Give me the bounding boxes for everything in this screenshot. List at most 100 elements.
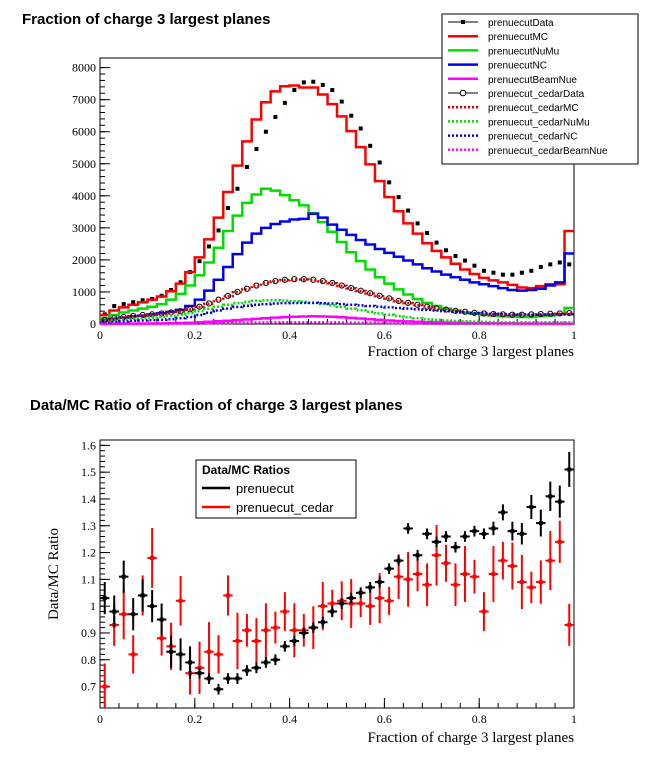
top-data-point-prenuecut_cedarData (281, 276, 288, 283)
bottom-marker-prenuecut (444, 534, 449, 539)
top-legend-label-prenuecut_cedarNC: prenuecut_cedarNC (488, 132, 578, 143)
bottom-marker-prenuecut (349, 596, 354, 601)
bottom-point-prenuecut (517, 523, 527, 545)
bottom-marker-prenuecut (548, 494, 553, 499)
bottom-marker-prenuecut (216, 687, 221, 692)
top-data-point-prenuecutData (481, 268, 486, 273)
bottom-point-prenuecut (469, 525, 480, 537)
top-data-point-prenuecutData (453, 254, 458, 259)
bottom-marker-prenuecut_cedar (567, 622, 572, 627)
bottom-point-prenuecut (289, 635, 300, 647)
bottom-x-tick-label-5: 1 (571, 712, 577, 726)
bottom-marker-prenuecut_cedar (273, 625, 278, 630)
bottom-point-prenuecut (137, 579, 148, 612)
bottom-point-prenuecut_cedar (469, 559, 480, 594)
bottom-point-prenuecut (223, 673, 233, 684)
bottom-marker-prenuecut (396, 558, 401, 563)
bottom-point-prenuecut_cedar (517, 555, 527, 610)
bottom-marker-prenuecut (112, 609, 117, 614)
bottom-marker-prenuecut (225, 676, 230, 681)
bottom-marker-prenuecut_cedar (557, 539, 562, 544)
bottom-marker-prenuecut (377, 580, 382, 585)
bottom-marker-prenuecut (434, 539, 439, 544)
top-series-line-prenuecut_cedarNuMu (100, 299, 574, 324)
bottom-point-prenuecut_cedar (412, 556, 423, 592)
bottom-marker-prenuecut (557, 499, 562, 504)
bottom-marker-prenuecut_cedar (102, 684, 107, 689)
bottom-marker-prenuecut_cedar (491, 572, 496, 576)
bottom-marker-prenuecut (159, 617, 164, 622)
bottom-point-prenuecut_cedar (384, 586, 394, 615)
top-y-tick-label-3: 3000 (72, 221, 96, 235)
bottom-marker-prenuecut (462, 534, 467, 539)
bottom-marker-prenuecut_cedar (330, 601, 335, 606)
bottom-y-tick-label-9: 1.6 (81, 438, 96, 452)
bottom-marker-prenuecut (169, 649, 174, 654)
bottom-point-prenuecut (365, 582, 375, 593)
bottom-marker-prenuecut_cedar (159, 636, 164, 641)
top-data-point-prenuecutData (244, 164, 249, 169)
bottom-marker-prenuecut_cedar (529, 585, 534, 590)
bottom-marker-prenuecut_cedar (500, 558, 505, 563)
top-legend-label-prenuecut_cedarData: prenuecut_cedarData (488, 89, 585, 100)
bottom-point-prenuecut_cedar (422, 563, 432, 607)
top-data-point-prenuecut_cedarData (405, 299, 412, 306)
bottom-point-prenuecut_cedar (213, 635, 224, 674)
bottom-marker-prenuecut_cedar (131, 652, 136, 657)
bottom-point-prenuecut (156, 603, 167, 636)
bottom-point-prenuecut (128, 598, 138, 631)
top-data-point-prenuecutData (500, 272, 505, 277)
top-data-point-prenuecutData (510, 272, 515, 277)
top-y-tick-label-8: 8000 (72, 61, 96, 75)
bottom-marker-prenuecut (292, 639, 297, 643)
bottom-point-prenuecut_cedar (289, 603, 300, 658)
top-plot-frame (99, 57, 575, 325)
bottom-chart-title: Data/MC Ratio of Fraction of charge 3 la… (30, 397, 403, 414)
top-data-point-prenuecut_cedarData (367, 290, 374, 297)
bottom-point-prenuecut (204, 673, 214, 684)
top-data-point-prenuecutData (121, 302, 126, 307)
bottom-point-prenuecut_cedar (479, 592, 489, 631)
bottom-marker-prenuecut (339, 601, 344, 606)
top-x-tick-label-4: 0.8 (472, 328, 487, 342)
top-data-point-prenuecutData (235, 186, 240, 191)
top-data-point-prenuecut_cedarData (329, 279, 336, 287)
bottom-point-prenuecut_cedar (242, 613, 252, 647)
bottom-point-prenuecut (166, 635, 176, 668)
bottom-point-prenuecut (175, 638, 186, 671)
top-data-point-prenuecutData (339, 99, 344, 104)
top-data-point-prenuecutData (548, 262, 553, 267)
bottom-point-prenuecut (194, 667, 205, 679)
top-data-point-prenuecutData (529, 268, 534, 273)
bottom-point-prenuecut (536, 509, 546, 537)
bottom-marker-prenuecut_cedar (216, 652, 221, 657)
top-data-point-prenuecutData (462, 258, 467, 263)
bottom-y-axis-label: Data/MC Ratio (46, 528, 62, 620)
bottom-point-prenuecut_cedar (223, 575, 233, 616)
bottom-marker-prenuecut_cedar (444, 561, 449, 566)
top-data-point-prenuecutData (415, 221, 420, 226)
bottom-marker-prenuecut_cedar (538, 580, 543, 585)
top-x-tick-label-2: 0.4 (282, 328, 297, 342)
bottom-y-tick-label-8: 1.5 (81, 465, 96, 479)
bottom-point-prenuecut_cedar (441, 544, 451, 582)
top-data-point-prenuecutData (292, 88, 297, 93)
top-y-tick-label-6: 6000 (72, 125, 96, 139)
bottom-point-prenuecut (412, 549, 423, 561)
bottom-marker-prenuecut_cedar (244, 628, 249, 633)
bottom-point-prenuecut_cedar (403, 552, 413, 607)
bottom-point-prenuecut_cedar (564, 603, 574, 646)
bottom-marker-prenuecut_cedar (207, 649, 212, 654)
bottom-point-prenuecut_cedar (555, 520, 565, 563)
top-legend-label-prenuecutData: prenuecutData (488, 18, 554, 29)
top-series-group (100, 79, 574, 326)
bottom-marker-prenuecut_cedar (415, 572, 420, 576)
bottom-point-prenuecut_cedar (232, 612, 243, 670)
top-data-point-prenuecutData (330, 88, 335, 93)
bottom-marker-prenuecut (301, 630, 306, 635)
top-data-point-prenuecut_cedarData (338, 282, 345, 289)
top-data-point-prenuecutData (131, 300, 136, 305)
bottom-point-prenuecut (555, 485, 565, 518)
top-data-point-prenuecut_cedarData (357, 287, 364, 294)
